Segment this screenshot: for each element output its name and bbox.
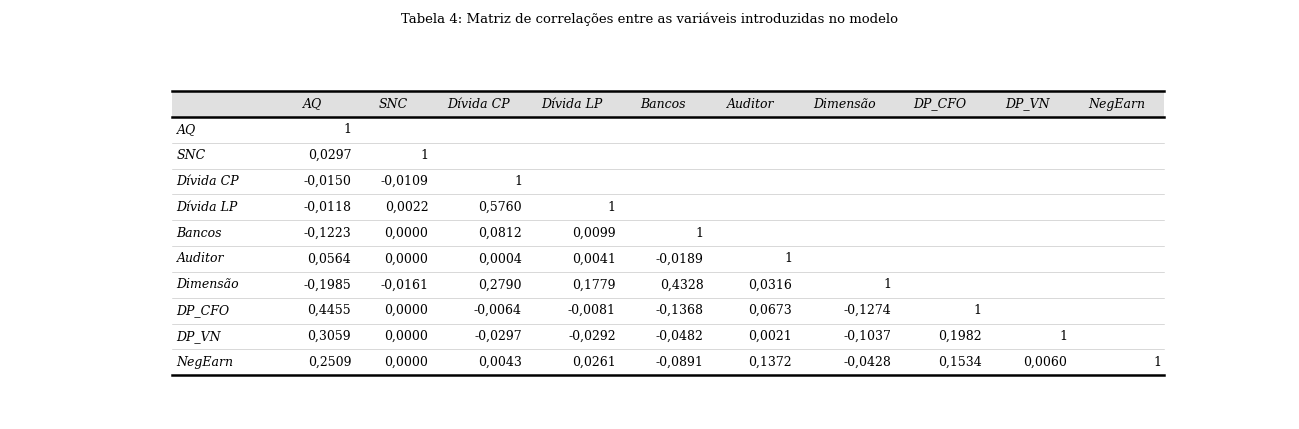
Text: -0,0482: -0,0482 [656, 330, 704, 343]
Text: 1: 1 [1154, 356, 1161, 369]
Text: 1: 1 [514, 175, 522, 188]
Text: 0,0564: 0,0564 [308, 253, 351, 266]
Text: Tabela 4: Matriz de correlações entre as variáveis introduzidas no modelo: Tabela 4: Matriz de correlações entre as… [401, 13, 898, 26]
Text: 0,3059: 0,3059 [308, 330, 351, 343]
Text: AQ: AQ [303, 97, 322, 111]
Text: 0,0021: 0,0021 [748, 330, 792, 343]
Text: DP_VN: DP_VN [1005, 97, 1050, 111]
Text: Bancos: Bancos [177, 227, 222, 240]
Text: 1: 1 [783, 253, 792, 266]
Text: 1: 1 [883, 278, 891, 291]
Text: 0,4455: 0,4455 [308, 304, 351, 317]
Text: 0,0041: 0,0041 [572, 253, 616, 266]
Text: AQ: AQ [177, 124, 196, 136]
Text: DP_CFO: DP_CFO [913, 97, 966, 111]
Text: Dívida CP: Dívida CP [447, 97, 509, 111]
Text: 0,0000: 0,0000 [385, 330, 429, 343]
Text: NegEarn: NegEarn [1089, 97, 1146, 111]
Text: Bancos: Bancos [640, 97, 686, 111]
Text: NegEarn: NegEarn [177, 356, 234, 369]
Text: -0,0428: -0,0428 [843, 356, 891, 369]
Text: Dívida CP: Dívida CP [177, 175, 239, 188]
Text: 0,0022: 0,0022 [385, 201, 429, 214]
Text: -0,0064: -0,0064 [474, 304, 522, 317]
Text: 0,0673: 0,0673 [748, 304, 792, 317]
Text: 0,0043: 0,0043 [478, 356, 522, 369]
Text: Dívida LP: Dívida LP [177, 201, 238, 214]
Text: -0,1985: -0,1985 [304, 278, 351, 291]
Text: 1: 1 [696, 227, 704, 240]
Text: -0,1274: -0,1274 [843, 304, 891, 317]
Text: 0,1534: 0,1534 [938, 356, 982, 369]
Text: 1: 1 [973, 304, 982, 317]
Text: 0,0261: 0,0261 [572, 356, 616, 369]
Text: 1: 1 [421, 149, 429, 162]
Text: 0,1982: 0,1982 [938, 330, 982, 343]
Text: 0,5760: 0,5760 [478, 201, 522, 214]
Text: Auditor: Auditor [177, 253, 223, 266]
Text: Dimensão: Dimensão [813, 97, 876, 111]
Text: 0,0004: 0,0004 [478, 253, 522, 266]
Text: -0,1223: -0,1223 [304, 227, 351, 240]
Text: -0,1368: -0,1368 [656, 304, 704, 317]
Text: 0,1372: 0,1372 [748, 356, 792, 369]
Text: 0,0000: 0,0000 [385, 304, 429, 317]
Text: 0,4328: 0,4328 [660, 278, 704, 291]
Text: 1: 1 [1060, 330, 1068, 343]
Text: 0,0000: 0,0000 [385, 356, 429, 369]
Text: 0,0060: 0,0060 [1024, 356, 1068, 369]
Text: Dívida LP: Dívida LP [542, 97, 603, 111]
Text: -0,1037: -0,1037 [843, 330, 891, 343]
Text: 0,0812: 0,0812 [478, 227, 522, 240]
Bar [173, 91, 1164, 117]
Text: -0,0189: -0,0189 [656, 253, 704, 266]
Text: -0,0150: -0,0150 [304, 175, 351, 188]
Text: 0,0000: 0,0000 [385, 227, 429, 240]
Text: Dimensão: Dimensão [177, 278, 239, 291]
Text: -0,0891: -0,0891 [656, 356, 704, 369]
Text: 0,0297: 0,0297 [308, 149, 351, 162]
Text: -0,0161: -0,0161 [381, 278, 429, 291]
Text: -0,0292: -0,0292 [568, 330, 616, 343]
Text: 1: 1 [343, 124, 351, 136]
Text: -0,0109: -0,0109 [381, 175, 429, 188]
Text: -0,0081: -0,0081 [568, 304, 616, 317]
Text: -0,0297: -0,0297 [474, 330, 522, 343]
Text: 0,1779: 0,1779 [572, 278, 616, 291]
Text: 0,2509: 0,2509 [308, 356, 351, 369]
Text: -0,0118: -0,0118 [303, 201, 351, 214]
Text: 0,2790: 0,2790 [478, 278, 522, 291]
Text: SNC: SNC [378, 97, 408, 111]
Text: Auditor: Auditor [727, 97, 774, 111]
Text: DP_CFO: DP_CFO [177, 304, 230, 317]
Text: SNC: SNC [177, 149, 205, 162]
Text: 0,0099: 0,0099 [572, 227, 616, 240]
Text: 1: 1 [608, 201, 616, 214]
Text: DP_VN: DP_VN [177, 330, 221, 343]
Text: 0,0000: 0,0000 [385, 253, 429, 266]
Text: 0,0316: 0,0316 [748, 278, 792, 291]
